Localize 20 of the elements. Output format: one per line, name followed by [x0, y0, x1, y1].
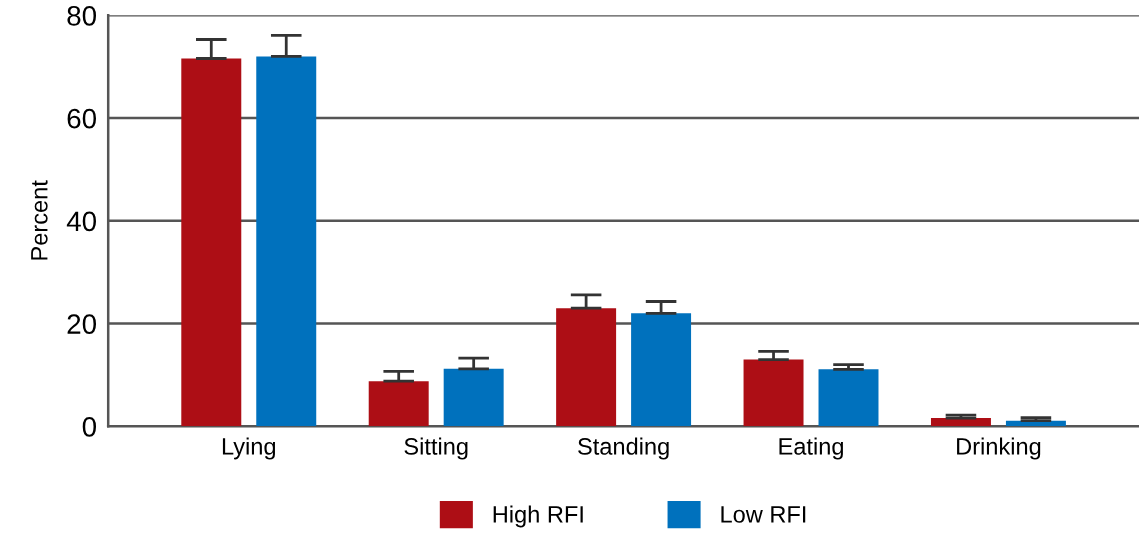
bar	[743, 359, 804, 427]
bar	[443, 368, 504, 427]
bar	[256, 56, 317, 427]
y-tick-label: 0	[82, 417, 97, 437]
bar	[631, 313, 692, 427]
y-tick-label: 20	[67, 314, 97, 334]
legend-label: High RFI	[493, 505, 583, 528]
y-tick-label: 80	[67, 6, 97, 26]
y-tick-label: 40	[66, 211, 97, 232]
x-tick-label: Sitting	[404, 437, 468, 460]
y-axis-title: Percent	[31, 180, 48, 260]
bar	[556, 308, 617, 427]
y-tick-label: 60	[67, 108, 97, 129]
legend-label: Low RFI	[721, 506, 806, 523]
x-tick-label: Standing	[578, 437, 669, 460]
x-tick-label: Eating	[779, 437, 843, 460]
bar	[181, 58, 242, 427]
x-tick-label: Drinking	[957, 437, 1041, 460]
x-tick-label: Lying	[222, 437, 276, 460]
bar	[368, 381, 429, 427]
